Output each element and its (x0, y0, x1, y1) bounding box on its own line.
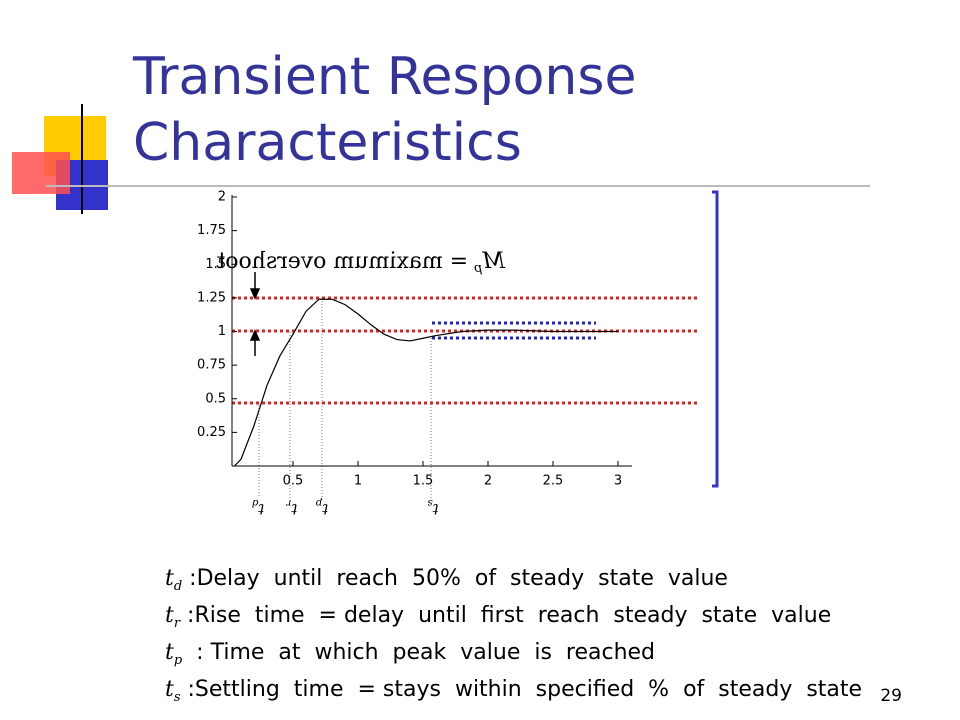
time-symbol: t (432, 500, 439, 518)
definition-subscript: p (173, 653, 183, 668)
x-tick-label: 2 (484, 474, 492, 489)
definition-symbol: t (165, 677, 174, 702)
response-line (234, 298, 618, 467)
axes (231, 195, 632, 467)
x-tick-label: 1 (354, 474, 362, 489)
time-symbol: t (321, 500, 328, 518)
time-label-text: ts (427, 498, 438, 519)
definition-subscript: s (173, 690, 181, 705)
reference-lines (232, 296, 698, 405)
time-subscript: s (427, 498, 432, 509)
annotation-part: = maximum overshoot (216, 249, 468, 274)
time-subscript: d (252, 498, 258, 509)
title-line: Transient Response (133, 47, 637, 107)
y-tick-label: 1.25 (197, 290, 226, 305)
slide-title: Transient Response Characteristics (133, 44, 636, 176)
marker-lines (258, 298, 432, 500)
title-line: Characteristics (133, 113, 522, 173)
annotation-text: Mp = maximum overshoot (216, 249, 506, 276)
time-label-text: tr (285, 498, 297, 519)
definition-symbol: t (165, 640, 174, 665)
definition-text: : Time at which peak value is reached (182, 640, 656, 665)
annotation-part: M (482, 249, 506, 274)
time-label: tr (285, 498, 297, 519)
y-tick-label: 1.75 (197, 223, 226, 238)
x-tick-label: 3 (614, 474, 622, 489)
arrows (249, 272, 261, 356)
time-label: td (252, 498, 264, 519)
y-tick-label: 0.75 (197, 358, 226, 373)
x-tick-label: 2.5 (543, 474, 564, 489)
definition-symbol: t (165, 603, 174, 628)
annotation-part: p (473, 261, 482, 276)
definition-symbol: t (165, 566, 174, 591)
y-tick-label: 1 (218, 324, 226, 339)
y-tick-label: 0.5 (205, 391, 226, 406)
definition-text: :Settling time = stays within specified … (180, 677, 863, 702)
x-tick-label: 1.5 (413, 474, 434, 489)
overshoot-annotation: Mp = maximum overshoot (216, 249, 506, 276)
time-symbol: t (257, 500, 264, 518)
time-label-text: td (252, 498, 264, 519)
definition-subscript: d (173, 579, 183, 594)
definition: tr :Rise time = delay until first reach … (165, 597, 862, 634)
definition: ts :Settling time = stays within specifi… (165, 671, 862, 708)
time-label-text: tp (315, 498, 328, 519)
definition: td :Delay until reach 50% of steady stat… (165, 560, 862, 597)
y-tick-label: 1.5 (205, 257, 226, 272)
page-number: 29 (880, 686, 902, 706)
time-subscript: r (285, 498, 291, 509)
y-tick-label: 2 (218, 190, 226, 205)
definition-text: :Delay until reach 50% of steady state v… (182, 566, 728, 591)
definition-subscript: r (173, 616, 181, 631)
y-tick-label: 0.25 (197, 425, 226, 440)
time-label: ts (427, 498, 438, 519)
definitions: td :Delay until reach 50% of steady stat… (165, 560, 862, 708)
time-symbol: t (290, 500, 297, 518)
x-tick-label: 0.5 (283, 474, 304, 489)
definition-text: :Rise time = delay until first reach ste… (180, 603, 832, 628)
time-label: tp (315, 498, 328, 519)
definition: tp : Time at which peak value is reached (165, 634, 862, 671)
time-subscript: p (315, 498, 322, 509)
